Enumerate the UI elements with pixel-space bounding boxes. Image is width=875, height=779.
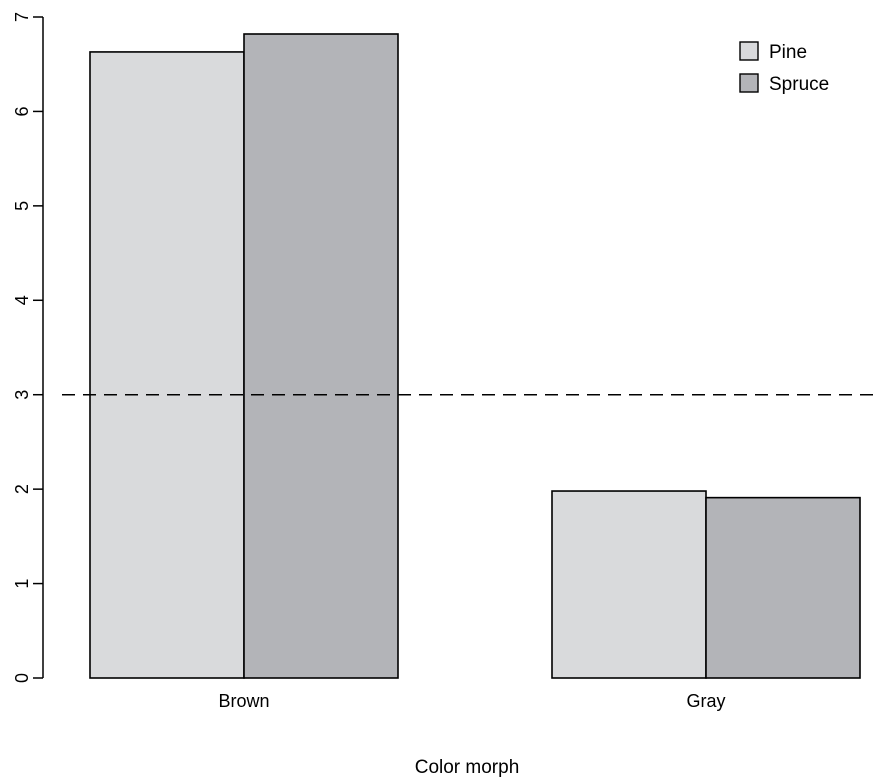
y-tick-label: 6 — [12, 106, 32, 116]
bar-spruce-gray — [705, 496, 861, 679]
y-tick-label: 0 — [12, 673, 32, 683]
bars-group — [89, 33, 861, 679]
x-category-label-gray: Gray — [686, 691, 725, 711]
y-tick-label: 1 — [12, 579, 32, 589]
y-tick-label: 5 — [12, 201, 32, 211]
legend-swatch-spruce — [739, 73, 759, 93]
x-category-label-brown: Brown — [218, 691, 269, 711]
bar-pine-brown — [89, 51, 245, 679]
bar-spruce-brown — [243, 33, 399, 679]
x-axis-title: Color morph — [415, 757, 520, 778]
y-tick-label: 4 — [12, 295, 32, 305]
legend-swatch-pine — [739, 41, 759, 61]
y-tick-label: 3 — [12, 390, 32, 400]
y-tick-label: 7 — [12, 12, 32, 22]
bar-pine-gray — [551, 490, 707, 679]
x-axis-labels: Brown Gray — [218, 691, 725, 711]
y-axis: 0 1 2 3 4 5 6 7 — [12, 12, 44, 683]
legend: Pine Spruce — [739, 41, 829, 95]
legend-label-spruce: Spruce — [769, 74, 829, 95]
legend-label-pine: Pine — [769, 42, 807, 63]
y-tick-label: 2 — [12, 484, 32, 494]
